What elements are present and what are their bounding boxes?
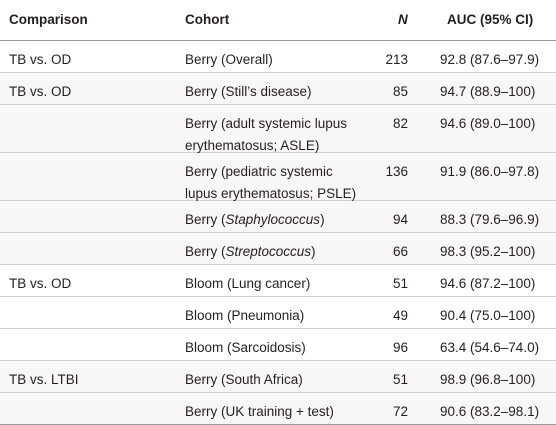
table-row: Berry (Streptococcus) 66 98.3 (95.2–100) [0, 233, 556, 265]
cohort-line: Berry (South Africa) [185, 369, 303, 391]
table-row: TB vs. OD Bloom (Lung cancer) 51 94.6 (87.2… [0, 265, 556, 297]
cohort-line: Berry (pediatric systemic [185, 161, 356, 183]
cell-n: 49 [392, 308, 408, 323]
cohort-line: Berry (adult systemic lupus [185, 113, 347, 135]
cohort-line: Bloom (Sarcoidosis) [185, 337, 306, 359]
cell-cohort: Berry (Streptococcus) [185, 241, 316, 263]
header-n: N [398, 12, 408, 27]
cohort-line: lupus erythematosus; PSLE) [185, 186, 357, 201]
cell-auc: 94.6 (89.0–100) [440, 116, 536, 131]
cohort-line: Berry (Still’s disease) [185, 81, 312, 103]
cell-n: 213 [385, 52, 408, 67]
table-row: Berry (Staphylococcus) 94 88.3 (79.6–96.9) [0, 201, 556, 233]
cell-cohort: Bloom (Sarcoidosis) [185, 337, 306, 359]
cohort-text: Bloom (Lung cancer) [185, 276, 311, 291]
cell-auc: 98.9 (96.8–100) [440, 372, 536, 387]
cell-n: 136 [385, 164, 408, 179]
cohort-line: Bloom (Pneumonia) [185, 305, 304, 327]
cell-comparison: TB vs. LTBI [9, 369, 79, 391]
cell-n: 96 [392, 340, 408, 355]
cell-n: 85 [392, 84, 408, 99]
cell-cohort: Berry (pediatric systemic lupus erythemat… [185, 161, 356, 205]
cell-auc: 90.6 (83.2–98.1) [440, 404, 540, 419]
cohort-text: Berry (Still’s disease) [185, 84, 312, 99]
cohort-line: Bloom (Lung cancer) [185, 273, 310, 295]
table-row: Berry (pediatric systemic lupus erythemat… [0, 153, 556, 201]
table-row: Berry (UK training + test) 72 90.6 (83.2–9… [0, 393, 556, 425]
table-row: Berry (adult systemic lupus erythematosus… [0, 105, 556, 153]
cohort-text: Berry (South Africa) [185, 372, 303, 387]
cell-n: 94 [392, 212, 408, 227]
cell-auc: 94.6 (87.2–100) [440, 276, 536, 291]
cohort-text: Berry ( [185, 212, 226, 227]
header-comparison: Comparison [9, 12, 88, 27]
cohort-text: ) [320, 212, 325, 227]
table-row: Bloom (Pneumonia) 49 90.4 (75.0–100) [0, 297, 556, 329]
comparison-line: TB vs. OD [9, 276, 72, 291]
cell-cohort: Berry (UK training + test) [185, 401, 334, 423]
cell-cohort: Berry (South Africa) [185, 369, 303, 391]
cell-auc: 90.4 (75.0–100) [440, 308, 536, 323]
cohort-line: Berry (Overall) [185, 49, 273, 71]
cohort-organism: Staphylococcus [225, 212, 321, 227]
comparison-line: TB vs. OD [9, 52, 72, 67]
cohort-text: Berry (adult systemic lupus [185, 116, 348, 131]
cohort-organism: Streptococcus [225, 244, 312, 259]
cell-n: 82 [392, 116, 408, 131]
cohort-text: ) [311, 244, 316, 259]
cell-cohort: Bloom (Pneumonia) [185, 305, 304, 327]
cell-auc: 63.4 (54.6–74.0) [440, 340, 540, 355]
cohort-text: Bloom (Sarcoidosis) [185, 340, 306, 355]
cell-auc: 98.3 (95.2–100) [440, 244, 536, 259]
cell-auc: 88.3 (79.6–96.9) [440, 212, 540, 227]
cohort-text: Bloom (Pneumonia) [185, 308, 305, 323]
cohort-text: Berry ( [185, 244, 226, 259]
cell-cohort: Berry (adult systemic lupus erythematosus… [185, 113, 347, 157]
table-row: TB vs. OD(non-pulmonary)Berry (Still’s d… [0, 73, 556, 121]
cohort-line: Berry (UK training + test) [185, 401, 334, 423]
cell-comparison: TB vs. OD [9, 49, 71, 71]
cell-cohort: Bloom (Lung cancer) [185, 273, 310, 295]
cohort-text: Berry (UK training + test) [185, 404, 334, 419]
cell-auc: 91.9 (86.0–97.8) [440, 164, 540, 179]
cell-n: 51 [392, 276, 408, 291]
table-row: Bloom (Sarcoidosis) 96 63.4 (54.6–74.0) [0, 329, 556, 361]
cell-comparison: TB vs. OD [9, 273, 71, 295]
cell-cohort: Berry (Still’s disease) [185, 81, 312, 103]
cell-auc: 94.7 (88.9–100) [440, 84, 536, 99]
header-auc: AUC (95% CI) [447, 12, 534, 27]
table-body: TB vs. OD Berry (Overall) 213 92.8 (87.6–97… [0, 41, 556, 425]
cell-n: 72 [392, 404, 408, 419]
table-row: TB vs. LTBI Berry (South Africa) 51 98.9 (9… [0, 361, 556, 393]
comparison-line: TB vs. OD [9, 84, 72, 99]
header-cohort: Cohort [185, 12, 230, 27]
table-header: Comparison Cohort N AUC (95% CI) [0, 0, 556, 41]
cohort-text: Berry (Overall) [185, 52, 273, 67]
cohort-line: Berry (Staphylococcus) [185, 209, 325, 231]
comparison-line: TB vs. LTBI [9, 372, 79, 387]
cohort-text: Berry (pediatric systemic [185, 164, 333, 179]
cell-cohort: Berry (Overall) [185, 49, 273, 71]
table-row: TB vs. OD Berry (Overall) 213 92.8 (87.6–97… [0, 41, 556, 73]
cell-n: 51 [392, 372, 408, 387]
cohort-line: erythematosus; ASLE) [185, 138, 320, 153]
cell-auc: 92.8 (87.6–97.9) [440, 52, 540, 67]
cell-cohort: Berry (Staphylococcus) [185, 209, 325, 231]
cell-n: 66 [392, 244, 408, 259]
cohort-line: Berry (Streptococcus) [185, 241, 316, 263]
